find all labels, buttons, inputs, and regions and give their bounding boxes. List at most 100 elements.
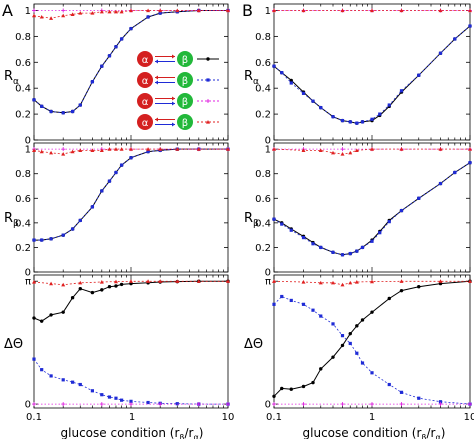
data-point [113,147,118,151]
data-point [119,398,124,402]
data-point [340,147,345,152]
data-point [319,106,323,110]
arrowhead [172,54,175,59]
xlabel-sub: α [193,433,198,439]
data-point [71,227,75,231]
axes-frame [33,3,229,141]
subplot-a-1: 0 0.2 0.4 0.6 0.8 1 [15,3,230,147]
ytick-label: 0 [25,136,31,147]
beta-cell-label: β [182,55,188,66]
arrowhead [155,75,158,80]
ytick-label: 0.8 [15,32,31,43]
data-point [70,295,75,300]
xlabel-right: glucose condition (rβ/rα) [303,426,446,439]
data-point [32,402,36,407]
ytick-label: 0.2 [15,243,31,254]
data-point [90,205,94,209]
data-point [301,280,306,284]
data-point [468,24,472,28]
data-point [146,8,151,13]
ytick-label: 0 [265,400,271,411]
data-point [99,280,104,284]
data-point [272,402,276,407]
arrowhead [172,101,175,106]
data-point [280,71,284,75]
ylabel-row3-left: ΔΘ [4,337,23,352]
data-point [175,402,179,406]
data-point [438,51,443,55]
data-point [348,120,352,124]
data-point [158,402,163,407]
data-point [340,152,345,156]
data-point [354,148,359,152]
series-line [273,296,471,405]
ylabel-row1-right: Rα [244,69,259,87]
data-point [107,147,112,151]
data-point [226,402,230,407]
series-line [34,148,228,241]
data-point [32,8,36,13]
data-point [113,279,118,284]
ytick-label: 0.8 [255,32,271,43]
data-point [399,288,404,293]
data-point [78,286,82,291]
data-point [370,147,374,151]
data-point [370,310,374,314]
ytick-label: 0 [25,400,31,411]
data-point [311,380,315,385]
ytick-label: 0.4 [15,84,31,95]
data-point [114,45,118,49]
ylabel-sub: β [253,219,259,229]
legend-marker [206,78,210,82]
data-point [399,279,404,283]
data-point [61,111,65,115]
data-point [129,147,133,151]
data-point [158,147,163,151]
data-point [311,308,315,312]
data-point [301,91,306,95]
alpha-cell-label: α [142,97,149,108]
legend-marker [206,99,210,103]
series-line [273,25,471,124]
ytick-label: 0.2 [255,243,271,254]
data-point [468,147,472,151]
data-point [158,11,162,15]
ytick-label: 0 [265,268,271,279]
data-point [340,118,345,123]
data-point [129,27,133,31]
data-point [331,280,336,285]
data-point [146,400,150,405]
data-point [370,371,374,375]
data-point [331,250,335,254]
data-point [107,395,112,399]
data-point [78,218,82,222]
data-point [100,189,104,193]
data-point [61,233,65,237]
data-point [272,64,276,68]
data-point [196,402,201,407]
data-point [146,15,150,19]
ytick-label: 1 [265,6,271,17]
data-point [114,284,118,288]
data-point [272,217,276,221]
beta-cell-icon [177,72,193,88]
data-point [49,109,53,114]
arrowhead [155,117,158,122]
xlabel-part: ) [441,426,446,439]
data-point [370,279,374,284]
beta-cell-label: β [182,97,188,108]
data-point [78,280,83,285]
data-point [90,80,94,84]
data-point [39,14,44,19]
series-line [33,280,228,286]
axes-frame [33,142,229,273]
alpha-cell-label: α [142,76,149,87]
xtick-label-left-2: 10 [222,412,235,423]
data-point [289,78,293,83]
data-point [340,282,345,287]
data-point [311,242,315,246]
data-point [399,89,404,93]
data-point [90,290,95,295]
data-point [417,285,421,289]
